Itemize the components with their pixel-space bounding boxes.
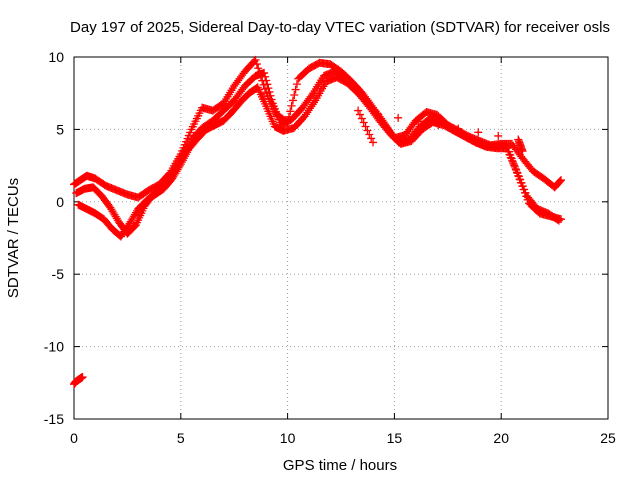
data-point [507, 154, 516, 163]
data-point [510, 161, 519, 170]
data-point [369, 138, 378, 147]
series-track-d [70, 373, 87, 389]
data-point [557, 176, 566, 185]
data-point [518, 147, 527, 156]
data-point [414, 117, 423, 126]
y-tick-label: -10 [44, 339, 64, 355]
series-outliers [354, 106, 527, 156]
data-point [288, 96, 297, 105]
y-tick-label: -15 [44, 411, 64, 427]
data-point [516, 178, 525, 187]
data-point [267, 95, 276, 104]
x-axis-title: GPS time / hours [283, 457, 397, 474]
data-point [374, 110, 383, 119]
data-point [361, 122, 370, 131]
data-point [518, 182, 527, 191]
data-point [523, 195, 532, 204]
data-point [367, 134, 376, 143]
data-point [266, 91, 275, 100]
x-tick-label: 20 [493, 430, 509, 446]
data-point [291, 85, 300, 94]
data-point [522, 192, 531, 201]
data-point [251, 55, 260, 64]
data-point [287, 101, 296, 110]
data-point [252, 60, 261, 69]
data-point [290, 91, 299, 100]
grid [74, 57, 608, 419]
data-points [70, 55, 566, 389]
axis-ticks [73, 56, 609, 420]
y-tick-label: -5 [52, 266, 65, 282]
data-point [363, 126, 372, 135]
y-tick-label: 5 [56, 121, 64, 137]
data-point [264, 84, 273, 93]
x-tick-label: 5 [177, 430, 185, 446]
x-tick-label: 0 [70, 430, 78, 446]
data-point [515, 175, 524, 184]
data-point [506, 151, 515, 160]
data-point [394, 113, 403, 122]
data-point [310, 98, 319, 107]
data-point [520, 188, 529, 197]
x-tick-label: 25 [600, 430, 616, 446]
series-track-c [74, 73, 566, 241]
data-point [263, 80, 272, 89]
data-point [519, 185, 528, 194]
y-tick-label: 10 [48, 49, 64, 65]
data-point [260, 85, 269, 94]
data-point [434, 121, 443, 130]
data-point [359, 118, 368, 127]
x-tick-labels: 0 5 10 15 20 25 [70, 430, 616, 446]
y-axis-title: SDTVAR / TECUs [5, 178, 22, 298]
series-track-a [70, 55, 566, 202]
data-point [261, 72, 270, 81]
data-point [557, 215, 566, 224]
plot-frame [73, 56, 609, 420]
data-point [503, 144, 512, 153]
x-tick-label: 15 [387, 430, 403, 446]
data-point [494, 131, 503, 140]
data-point [504, 147, 513, 156]
x-tick-label: 10 [280, 430, 296, 446]
data-point [354, 106, 363, 115]
data-point [292, 80, 301, 89]
data-point [511, 164, 520, 173]
y-tick-labels: 10 5 0 -5 -10 -15 [44, 49, 64, 427]
data-point [508, 157, 517, 166]
data-point [365, 130, 374, 139]
y-tick-label: 0 [56, 194, 64, 210]
data-point [454, 124, 463, 133]
chart-title: Day 197 of 2025, Sidereal Day-to-day VTE… [70, 19, 610, 36]
data-point [262, 76, 271, 85]
data-point [514, 171, 523, 180]
data-point [512, 168, 521, 177]
data-point [355, 110, 364, 119]
data-point [265, 87, 274, 96]
data-point [78, 373, 87, 382]
data-point [357, 114, 366, 123]
data-point [260, 68, 269, 77]
data-point [555, 177, 564, 186]
data-point [556, 176, 565, 185]
data-point [474, 128, 483, 137]
data-point [286, 107, 295, 116]
